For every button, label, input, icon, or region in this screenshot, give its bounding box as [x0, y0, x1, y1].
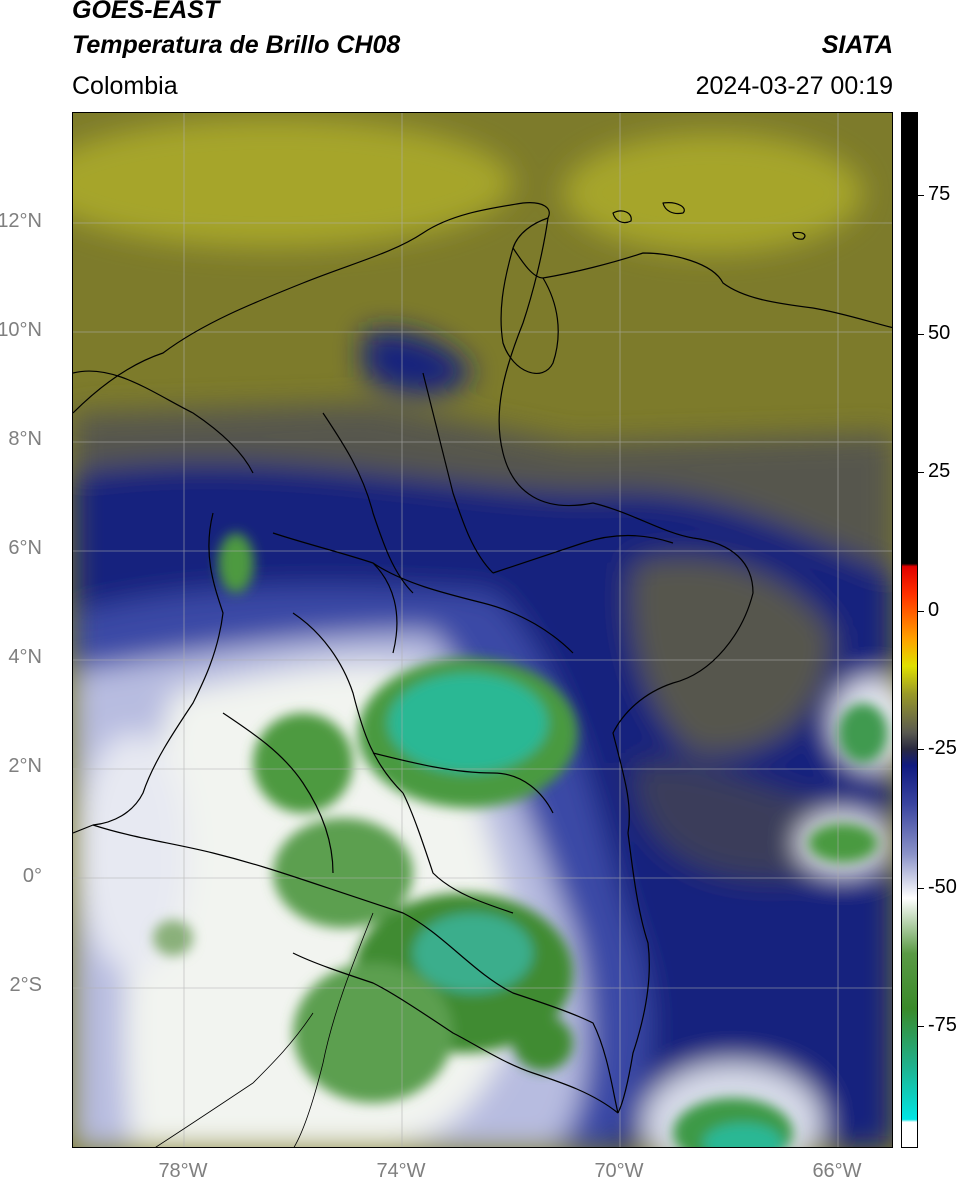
- colorbar-tick-mark: [918, 1026, 924, 1028]
- colorbar-tick-label: -50: [928, 875, 957, 898]
- colorbar-tick-mark: [918, 610, 924, 612]
- lat-tick-4N: 4°N: [8, 646, 42, 668]
- lat-tick-2N: 2°N: [8, 755, 42, 777]
- colorbar-tick-mark: [918, 749, 924, 751]
- lat-tick-2S: 2°S: [9, 974, 42, 996]
- colorbar-tick-label: -25: [928, 737, 957, 760]
- lat-tick-8N: 8°N: [8, 428, 42, 450]
- temperature-colorbar: [901, 112, 918, 1148]
- colorbar-tick-label: 50: [928, 321, 951, 344]
- product-title: Temperatura de Brillo CH08: [72, 31, 401, 59]
- colorbar-tick-label: 0: [928, 598, 940, 621]
- source-label: SIATA: [821, 31, 893, 59]
- lat-tick-10N: 10°N: [0, 319, 42, 341]
- colorbar-tick-mark: [918, 472, 924, 474]
- lon-tick-78W: 78°W: [158, 1160, 208, 1182]
- lon-tick-74W: 74°W: [376, 1160, 426, 1182]
- lon-tick-70W: 70°W: [594, 1160, 644, 1182]
- colorbar-tick-label: 25: [928, 460, 951, 483]
- satellite-map: [72, 112, 893, 1148]
- region-label: Colombia: [72, 72, 178, 100]
- colorbar-tick-label: 75: [928, 183, 951, 206]
- lat-tick-12N: 12°N: [0, 210, 42, 232]
- colorbar-tick-mark: [918, 333, 924, 335]
- colorbar-tick-mark: [918, 887, 924, 889]
- datetime-label: 2024-03-27 00:19: [695, 72, 893, 100]
- brightness-temperature-image: [73, 113, 892, 1147]
- satellite-title: GOES-EAST: [72, 0, 220, 24]
- colorbar-tick-mark: [918, 195, 924, 197]
- lat-tick-0: 0°: [22, 865, 42, 887]
- lat-tick-6N: 6°N: [8, 537, 42, 559]
- lon-tick-66W: 66°W: [812, 1160, 862, 1182]
- colorbar-tick-label: -75: [928, 1014, 957, 1037]
